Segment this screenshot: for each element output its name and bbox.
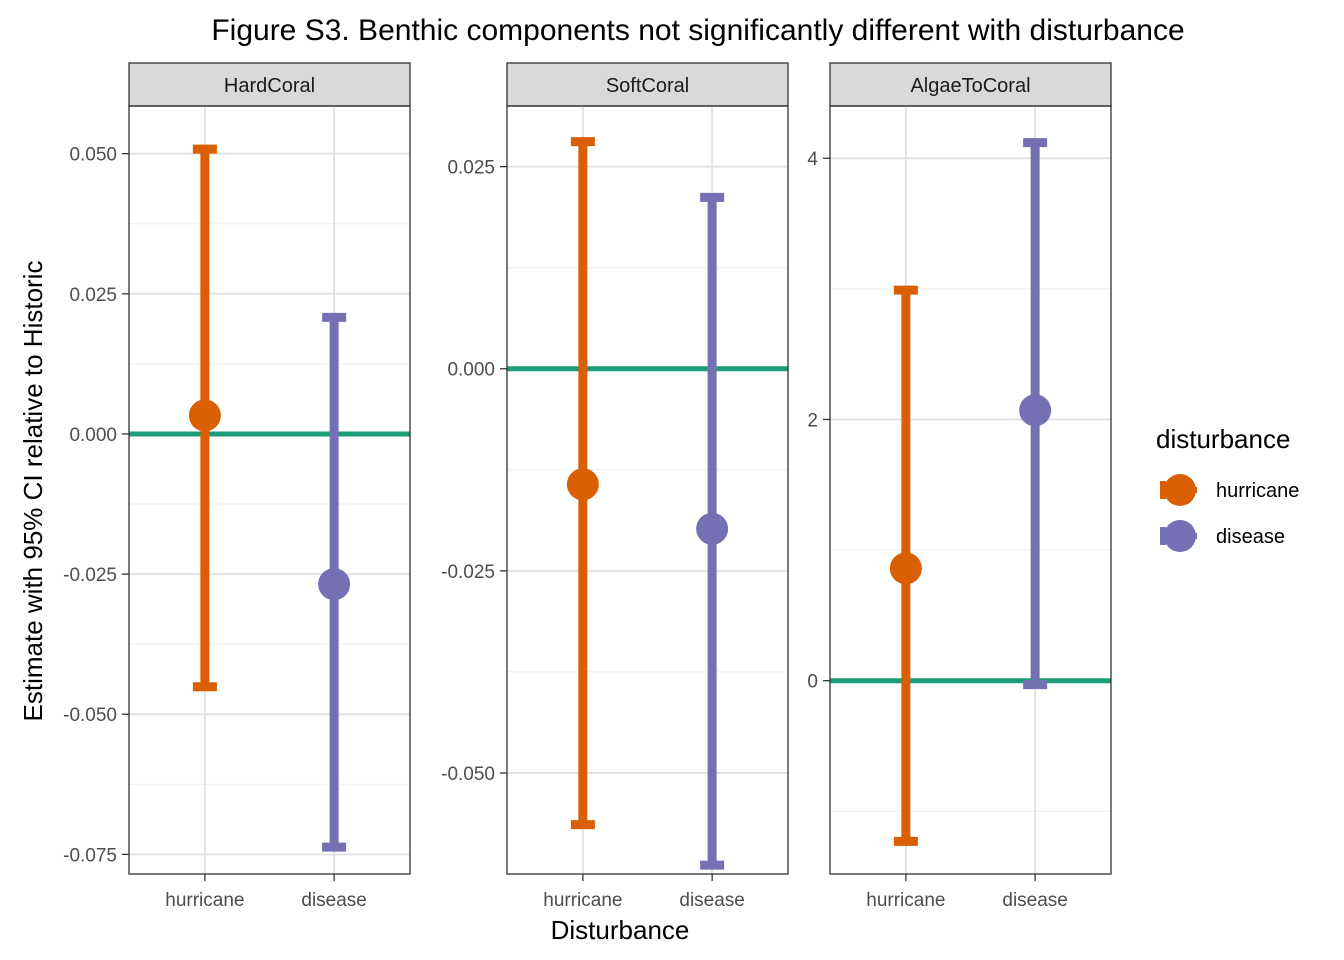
- x-axis-title: Disturbance: [551, 915, 690, 945]
- legend-item-hurricane: hurricane: [1160, 474, 1299, 506]
- estimate-point-disease: [1019, 394, 1052, 427]
- y-tick-label: 4: [807, 149, 818, 170]
- x-tick-label: disease: [1002, 890, 1068, 911]
- legend: hurricane disease: [1160, 474, 1299, 552]
- legend-key-point: [1164, 474, 1196, 506]
- facet-panels: HardCoral -0.075 -0.050 -0.025 0.000 0.025 0.0…: [63, 62, 1112, 911]
- facet-strip: [829, 62, 1112, 107]
- y-tick-label: -0.050: [441, 764, 495, 785]
- y-tick-label: 0.000: [447, 360, 495, 381]
- legend-label: disease: [1216, 526, 1285, 548]
- legend-item-disease: disease: [1160, 520, 1285, 552]
- facet-strip-label: HardCoral: [224, 75, 315, 97]
- estimate-point-disease: [696, 512, 729, 545]
- estimate-point-hurricane: [889, 552, 922, 585]
- x-tick-label: hurricane: [543, 890, 622, 911]
- y-tick-label: -0.050: [63, 705, 117, 726]
- estimate-point-disease: [318, 568, 351, 601]
- x-tick-label: disease: [679, 890, 745, 911]
- legend-key-point: [1164, 520, 1196, 552]
- y-tick-label: -0.025: [441, 562, 495, 583]
- x-tick-label: disease: [301, 890, 367, 911]
- x-tick-label: hurricane: [866, 890, 945, 911]
- y-tick-label: 0: [807, 672, 818, 693]
- facet-strip: [506, 62, 789, 107]
- panel-border: [128, 105, 411, 875]
- legend-label: hurricane: [1216, 480, 1299, 502]
- y-tick-label: -0.075: [63, 845, 117, 866]
- estimate-point-hurricane: [566, 468, 599, 501]
- panel-algaetocoral: AlgaeToCoral 0 2 4 hurricane disease: [807, 62, 1112, 911]
- facet-strip-label: SoftCoral: [606, 75, 689, 97]
- panel-hardcoral: HardCoral -0.075 -0.050 -0.025 0.000 0.025 0.0…: [63, 62, 411, 911]
- y-tick-label: 0.025: [69, 285, 117, 306]
- estimate-point-hurricane: [188, 399, 221, 432]
- y-tick-label: 2: [807, 410, 818, 431]
- facet-strip: [128, 62, 411, 107]
- y-tick-label: 0.000: [69, 425, 117, 446]
- panel-border: [829, 105, 1112, 875]
- y-tick-label: 0.025: [447, 158, 495, 179]
- y-tick-label: 0.050: [69, 145, 117, 166]
- panel-border: [506, 105, 789, 875]
- y-axis-title: Estimate with 95% CI relative to Histori…: [18, 261, 48, 722]
- x-tick-label: hurricane: [165, 890, 244, 911]
- chart-title: Figure S3. Benthic components not signif…: [211, 14, 1184, 47]
- y-tick-label: -0.025: [63, 565, 117, 586]
- legend-title: disturbance: [1156, 424, 1290, 454]
- panel-softcoral: SoftCoral -0.050 -0.025 0.000 0.025 hurricane…: [441, 62, 789, 911]
- facet-strip-label: AlgaeToCoral: [910, 75, 1030, 97]
